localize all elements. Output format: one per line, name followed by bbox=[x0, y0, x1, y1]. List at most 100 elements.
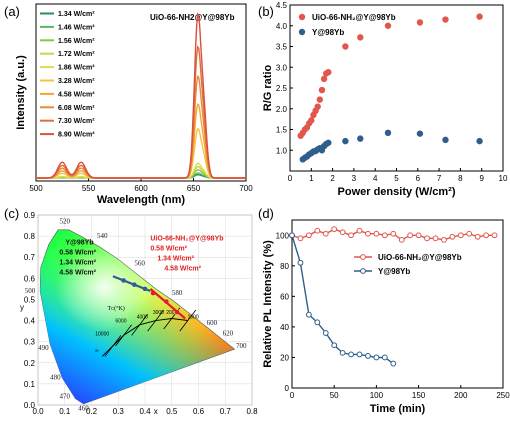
data-point bbox=[339, 349, 346, 356]
data-point bbox=[398, 236, 405, 243]
y-tick-label: 4.0 bbox=[276, 22, 288, 31]
cct-tick-label: 4000 bbox=[137, 314, 148, 320]
x-tick-label: 0.0 bbox=[32, 407, 44, 416]
chart-c: 0.0 0.1 0.2 0.3 0.4 0.5 0.6 0.7 0.8 0.0 0.1 0.2 0.3 0… bbox=[20, 211, 258, 416]
legend-label: 1.56 W/cm² bbox=[58, 38, 95, 45]
x-tick-label: 0.6 bbox=[193, 407, 205, 416]
y-axis-label: Relative PL Intensity (%) bbox=[262, 240, 274, 368]
x-axis-label: Wavelength (nm) bbox=[97, 194, 186, 206]
legend-label: 4.58 W/cm² bbox=[58, 91, 95, 98]
group-item: 4.58 W/cm² bbox=[59, 270, 96, 277]
panel-label-b: (b) bbox=[258, 4, 274, 19]
panel-label-a: (a) bbox=[4, 4, 20, 19]
data-point bbox=[348, 351, 354, 358]
chart-a: 500 550 600 650 700 Wavelength (nm) Intensity … bbox=[15, 3, 253, 206]
data-point bbox=[308, 117, 315, 124]
data-point bbox=[316, 96, 324, 103]
x-axis-label: x bbox=[154, 407, 158, 416]
y-tick-label: 100 bbox=[276, 231, 290, 240]
y-axis-label: Intensity (a.u.) bbox=[15, 55, 27, 130]
data-point bbox=[314, 103, 321, 110]
wavelength-label: 580 bbox=[172, 289, 183, 297]
y-tick-label: 0.3 bbox=[24, 338, 36, 347]
cct-label: Tᴄ(°K) bbox=[108, 305, 125, 312]
data-point bbox=[416, 130, 424, 137]
y-tick-label: 40 bbox=[280, 323, 289, 332]
x-tick-label: 50 bbox=[330, 391, 339, 400]
wavelength-label: 500 bbox=[25, 287, 36, 295]
y-tick-label: 2.0 bbox=[276, 105, 288, 114]
data-point bbox=[322, 330, 329, 336]
x-tick-label: 0.8 bbox=[246, 407, 258, 416]
cct-tick-label: 2000 bbox=[166, 310, 177, 316]
data-point bbox=[381, 354, 388, 361]
isotherm bbox=[131, 313, 148, 336]
y-tick-label: 60 bbox=[280, 292, 289, 301]
legend-label: Y@98Yb bbox=[312, 28, 344, 37]
y-tick-label: 4.5 bbox=[276, 1, 288, 10]
x-tick-label: 200 bbox=[454, 391, 468, 400]
y-tick-label: 0.6 bbox=[24, 274, 36, 283]
legend-label: 1.86 W/cm² bbox=[58, 65, 95, 72]
data-point bbox=[357, 135, 364, 142]
x-tick-label: 0 bbox=[288, 174, 293, 183]
y-tick-label: 0.9 bbox=[24, 211, 36, 220]
x-axis-label: Power density (W/cm²) bbox=[338, 186, 456, 198]
legend-marker bbox=[298, 13, 306, 21]
x-tick-label: 9 bbox=[479, 174, 484, 183]
data-point bbox=[331, 342, 338, 349]
data-point bbox=[320, 75, 328, 83]
data-point bbox=[390, 230, 397, 237]
legend-label: 3.28 W/cm² bbox=[58, 78, 95, 85]
wavelength-label: 480 bbox=[50, 374, 61, 382]
legend-label: 7.30 W/cm² bbox=[58, 118, 95, 125]
data-point bbox=[331, 226, 338, 233]
y-tick-label: 0 bbox=[285, 384, 290, 393]
y-tick-label: 3.0 bbox=[276, 63, 288, 72]
data-point bbox=[356, 351, 363, 358]
data-point bbox=[442, 136, 449, 144]
chart-b: 0 1 2 3 4 5 6 7 8 9 10 1.0 1.5 2.0 2.5 3.0 3.5 4.0 4.5 Powe… bbox=[262, 1, 508, 198]
data-point bbox=[407, 232, 414, 239]
data-point bbox=[432, 235, 439, 242]
wavelength-label: 540 bbox=[97, 232, 108, 240]
legend-label: 8.90 W/cm² bbox=[58, 132, 95, 139]
y-axis-label: y bbox=[20, 303, 24, 312]
y-tick-label: 20 bbox=[280, 353, 289, 362]
data-point bbox=[390, 360, 397, 367]
data-point bbox=[342, 43, 349, 50]
wavelength-label: 470 bbox=[60, 393, 71, 401]
data-point bbox=[305, 232, 312, 239]
wavelength-label: 700 bbox=[236, 342, 247, 350]
data-point bbox=[339, 229, 346, 236]
cie-gamut-white bbox=[40, 229, 235, 404]
x-tick-label: 0 bbox=[290, 391, 295, 400]
data-point bbox=[457, 232, 464, 239]
x-tick-label: 550 bbox=[82, 184, 96, 193]
data-point bbox=[416, 19, 424, 26]
data-point bbox=[356, 227, 363, 234]
isotherm bbox=[179, 309, 197, 332]
chart-d: 0 50 100 150 200 250 0 20 40 60 80 100 Time (min) Rel… bbox=[262, 219, 510, 415]
wavelength-label: 460 bbox=[78, 404, 89, 412]
y-tick-label: 3.5 bbox=[276, 43, 288, 52]
data-point bbox=[415, 232, 422, 239]
data-point bbox=[325, 69, 332, 76]
x-tick-label: 0.7 bbox=[220, 407, 232, 416]
isotherm bbox=[147, 309, 165, 332]
data-point bbox=[342, 137, 349, 145]
wavelength-label: 620 bbox=[223, 329, 234, 337]
y-tick-label: 0.8 bbox=[24, 232, 36, 241]
cct-tick-label: 3000 bbox=[153, 310, 164, 316]
isotherm bbox=[115, 324, 132, 347]
x-tick-label: 700 bbox=[239, 184, 253, 193]
legend-label: 1.46 W/cm² bbox=[58, 24, 95, 31]
x-tick-label: 10 bbox=[499, 174, 508, 183]
panel-label-d: (d) bbox=[258, 206, 274, 221]
wavelength-label: 600 bbox=[207, 319, 218, 327]
x-tick-label: 250 bbox=[496, 391, 510, 400]
wavelength-label: 560 bbox=[134, 260, 145, 268]
y-axis-label: R/G ratio bbox=[262, 64, 274, 111]
x-tick-label: 0.1 bbox=[59, 407, 71, 416]
